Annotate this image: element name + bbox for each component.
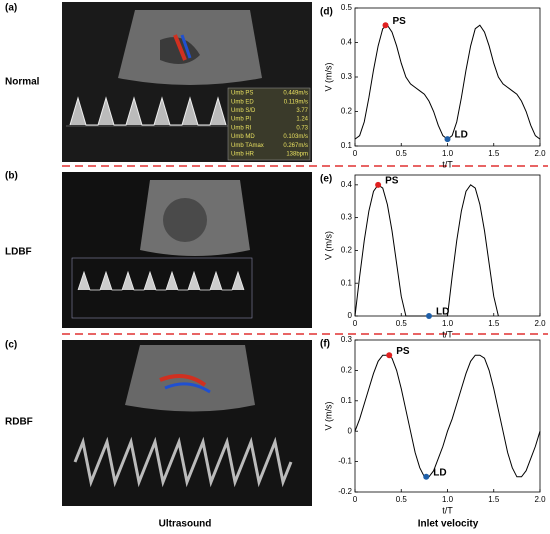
table-key: Umb S/D [231,108,256,114]
table-key: Umb PI [231,117,251,123]
table-value: 0.119m/s [284,99,308,105]
y-tick-label: 0.1 [341,278,353,287]
y-tick-label: 0 [348,311,353,320]
x-tick-label: 1.0 [442,149,454,158]
x-tick-label: 1.5 [488,149,500,158]
x-tick-label: 1.5 [488,319,500,328]
table-key: Umb PS [231,91,253,97]
table-value: 0.73 [296,125,308,131]
y-tick-label: 0.4 [341,38,353,47]
x-tick-label: 0 [353,495,358,504]
row-label: Normal [5,77,40,88]
point-label: PS [385,175,399,186]
table-key: Umb MD [231,134,255,140]
caption: Ultrasound [159,519,212,530]
point [375,181,382,188]
table-key: Umb RI [231,125,252,131]
table-value: 138bpm [286,151,308,157]
x-tick-label: 0 [353,319,358,328]
panel-label: (d) [320,7,333,18]
y-axis-label: V (m/s) [323,402,333,431]
y-tick-label: 0.4 [341,180,353,189]
y-tick-label: -0.2 [338,487,352,496]
x-axis-label: t/T [442,159,453,169]
x-tick-label: 0.5 [396,149,408,158]
plot-frame [354,174,541,317]
point [386,352,393,359]
table-value: 0.449m/s [283,91,308,97]
x-tick-label: 2.0 [534,149,546,158]
y-tick-label: 0.5 [341,3,353,12]
y-tick-label: 0.1 [341,141,353,150]
y-tick-label: 0.1 [341,396,353,405]
table-key: Umb TAmax [231,143,264,149]
x-axis-label: t/T [442,505,453,515]
line [354,354,541,478]
y-tick-label: 0.3 [341,213,353,222]
caption: Inlet velocity [418,519,479,530]
point [444,136,451,143]
point-label: LD [436,307,449,318]
table-value: 0.267m/s [283,143,308,149]
panel-label: (e) [320,174,332,185]
x-tick-label: 0.5 [396,495,408,504]
point [423,473,430,480]
panel-label: (a) [5,3,17,14]
x-tick-label: 1.5 [488,495,500,504]
table-value: 0.103m/s [283,134,308,140]
panel-label: (c) [5,340,17,351]
table-value: 3.77 [296,108,308,114]
ultrasound-b [62,172,312,328]
y-tick-label: 0 [348,426,353,435]
x-tick-label: 2.0 [534,495,546,504]
x-tick-label: 0 [353,149,358,158]
y-tick-label: 0.2 [341,246,353,255]
y-tick-label: 0.2 [341,366,353,375]
table-box [227,87,311,161]
y-axis-label: V (m/s) [323,231,333,260]
row-label: LDBF [5,247,32,258]
ultrasound-c [62,340,312,506]
point-label: PS [396,346,410,357]
plot-frame [354,339,541,493]
point-label: LD [455,130,468,141]
table-key: Umb HR [231,151,255,157]
x-tick-label: 2.0 [534,319,546,328]
point-label: PS [393,16,407,27]
y-tick-label: 0.2 [341,107,353,116]
y-tick-label: 0.3 [341,335,353,344]
y-tick-label: -0.1 [338,457,352,466]
x-tick-label: 0.5 [396,319,408,328]
table-key: Umb ED [231,99,254,105]
panel-label: (b) [5,171,18,182]
point [382,22,389,29]
x-tick-label: 1.0 [442,495,454,504]
line [354,24,541,140]
table-value: 1.24 [296,117,308,123]
panel-label: (f) [320,339,330,350]
x-tick-label: 1.0 [442,319,454,328]
point-label: LD [433,467,446,478]
x-axis-label: t/T [442,329,453,339]
ultrasound-a [62,2,312,162]
y-axis-label: V (m/s) [323,63,333,92]
point [426,313,432,319]
row-label: RDBF [5,417,33,428]
line [354,184,499,317]
y-tick-label: 0.3 [341,72,353,81]
